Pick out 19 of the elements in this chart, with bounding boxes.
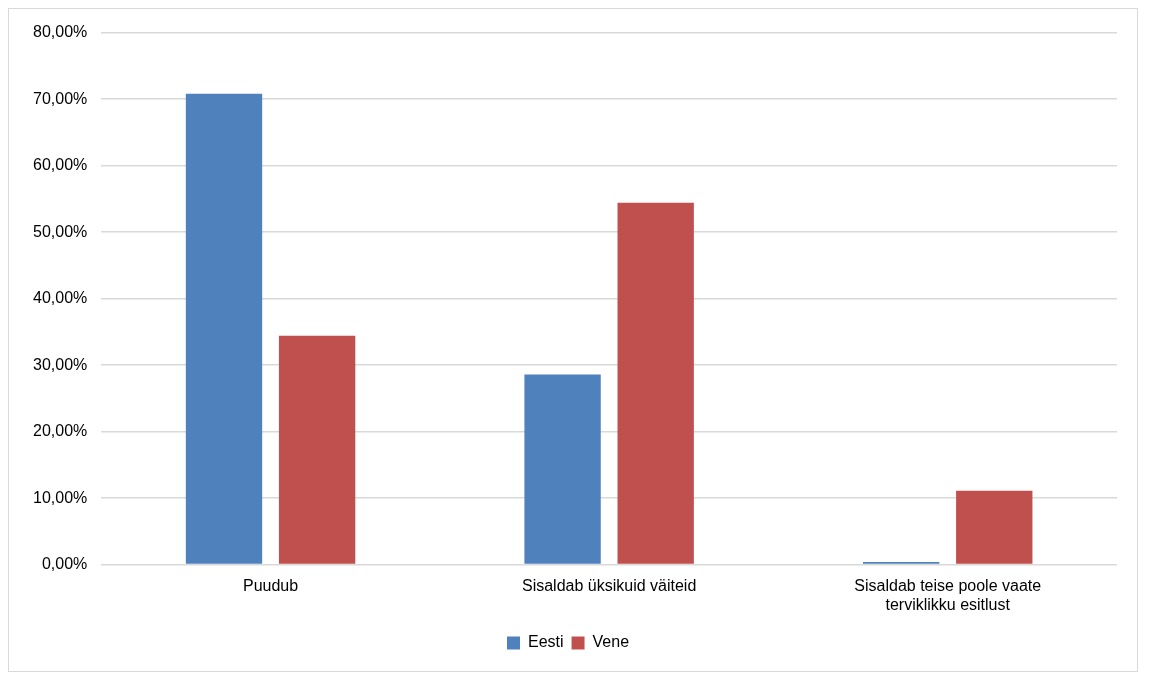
y-tick-label: 40,00% [33, 289, 88, 307]
bar [617, 202, 694, 564]
y-tick-label: 30,00% [33, 355, 88, 373]
y-tick-label: 10,00% [33, 488, 88, 506]
y-tick-label: 70,00% [33, 89, 88, 107]
y-tick-label: 60,00% [33, 156, 88, 174]
x-tick-label: Sisaldab teise poole vaate terviklikku esitlust [854, 576, 1042, 613]
bar [278, 335, 356, 564]
bar [956, 490, 1033, 564]
legend-label: Eesti [527, 633, 564, 651]
legend-label: Vene [592, 633, 630, 651]
y-tick-label: 50,00% [33, 222, 88, 240]
bar [185, 93, 263, 564]
y-tick-label: 80,00% [33, 23, 88, 41]
y-tick-label: 0,00% [41, 555, 88, 573]
x-tick-label: Puudub [242, 576, 299, 594]
y-tick-label: 20,00% [33, 422, 88, 440]
x-tick-label: Sisaldab üksikuid väiteid [521, 576, 697, 594]
bar [524, 374, 601, 564]
